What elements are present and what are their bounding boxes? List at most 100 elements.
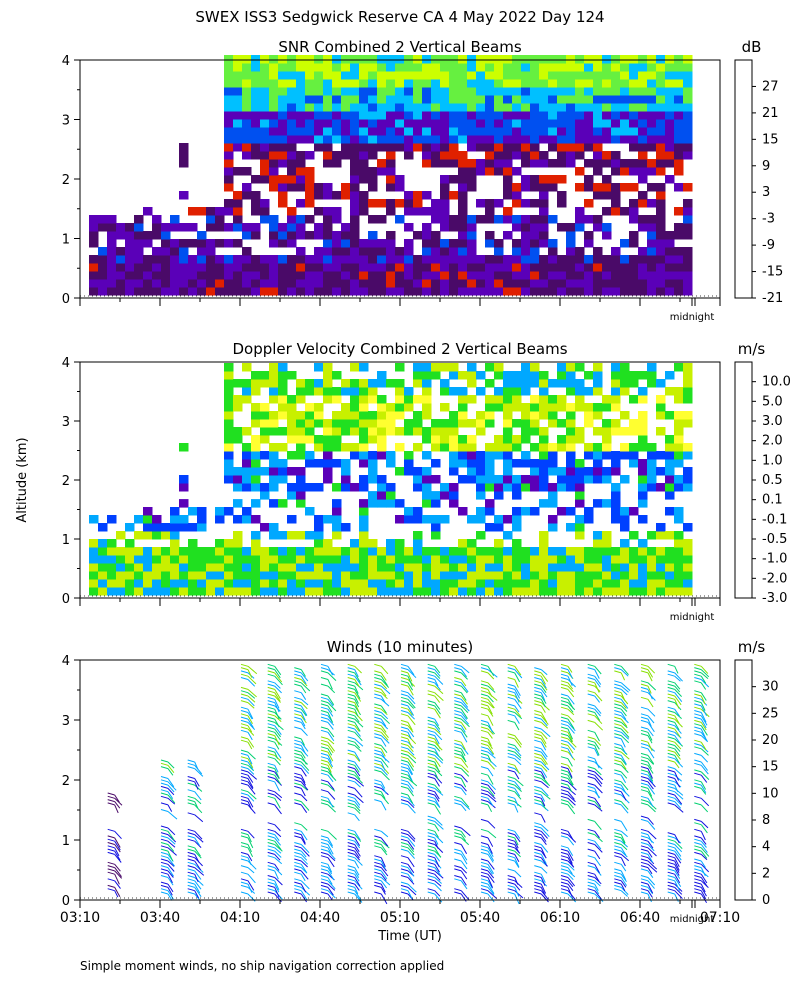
wind-barb (594, 665, 602, 675)
heatmap-cell (503, 547, 513, 556)
heatmap-cell (215, 579, 225, 588)
heatmap-cell (530, 371, 540, 380)
wind-barb (380, 840, 390, 849)
heatmap-cell (440, 515, 450, 524)
wind-barb-flag (667, 736, 675, 740)
wind-barb (620, 887, 629, 895)
wind-barb-flag (587, 743, 595, 746)
heatmap-cell (323, 95, 333, 104)
wind-barb-flag (427, 736, 435, 740)
wind-barb-flag (560, 845, 569, 849)
wind-barb (700, 718, 707, 729)
wind-barb (354, 692, 362, 702)
heatmap-cell (566, 563, 576, 572)
wind-barb-flag (480, 739, 489, 743)
wind-barb (247, 798, 254, 808)
wind-barb-flag (560, 716, 569, 720)
heatmap-cell (566, 71, 576, 80)
wind-barb (674, 854, 682, 864)
wind-barb (380, 857, 386, 868)
wind-barb (407, 768, 413, 776)
heatmap-cell (683, 223, 693, 232)
wind-barb-flag (427, 683, 435, 687)
heatmap-cell (404, 239, 414, 248)
wind-barb-flag (374, 703, 382, 707)
heatmap-cell (305, 191, 315, 200)
heatmap-cell (368, 255, 378, 264)
wind-barb (620, 864, 627, 872)
wind-barb (594, 864, 600, 874)
wind-barb-flag (374, 733, 382, 737)
heatmap-cell (575, 55, 585, 64)
heatmap-cell (566, 427, 576, 436)
wind-barb (434, 669, 441, 677)
wind-barb-flag (534, 871, 542, 875)
wind-barb-flag (400, 690, 409, 694)
wind-barb-flag (694, 835, 702, 839)
heatmap-cell (647, 287, 657, 296)
heatmap-cell (296, 151, 306, 160)
heatmap-cell (287, 395, 297, 404)
heatmap-cell (593, 555, 603, 564)
heatmap-cell (512, 239, 522, 248)
heatmap-cell (440, 263, 450, 272)
wind-barb (434, 817, 443, 826)
wind-barb-flag (187, 891, 195, 895)
heatmap-cell (593, 143, 603, 152)
heatmap-cell (323, 223, 333, 232)
wind-barb (327, 745, 334, 754)
wind-barb-flag (454, 888, 462, 892)
wind-barb-flag (294, 772, 302, 776)
wind-barb (540, 801, 547, 810)
wind-barb-flag (267, 842, 275, 845)
heatmap-cell (107, 239, 117, 248)
heatmap-cell (215, 263, 225, 272)
wind-barb-flag (454, 772, 462, 776)
wind-barb (274, 718, 280, 728)
wind-barb-flag (534, 884, 542, 888)
heatmap-cell (422, 483, 432, 492)
wind-barb-flag (454, 835, 462, 839)
heatmap-cell (521, 371, 531, 380)
heatmap-cell (422, 403, 432, 412)
wind-barb-flag (320, 752, 329, 756)
wind-barb-flag (160, 789, 169, 793)
wind-barb-flag (427, 716, 435, 720)
heatmap-cell (647, 135, 657, 144)
wind-barb (674, 682, 681, 690)
wind-barb (700, 745, 709, 753)
heatmap-cell (458, 239, 468, 248)
wind-barb (354, 781, 361, 788)
wind-barb (620, 821, 628, 832)
wind-barb (567, 873, 574, 881)
x-axis-label: Time (UT) (377, 929, 442, 944)
wind-barb-flag (694, 693, 702, 697)
wind-barb (567, 745, 574, 754)
wind-barb-flag (587, 842, 595, 845)
heatmap-cell (620, 95, 630, 104)
wind-barb-flag (587, 838, 595, 842)
wind-barb-flag (614, 832, 622, 836)
wind-barb (274, 682, 281, 689)
heatmap-cell (413, 563, 423, 572)
wind-barb (567, 738, 577, 748)
wind-barb-flag (640, 842, 649, 845)
heatmap-cell (575, 87, 585, 96)
wind-barb (247, 715, 253, 724)
wind-barb (327, 679, 333, 690)
wind-barb-flag (320, 884, 329, 888)
wind-barb-flag (187, 838, 195, 842)
heatmap-cell (314, 555, 324, 564)
wind-barb-flag (507, 762, 515, 766)
wind-barb (700, 873, 708, 884)
heatmap-cell (449, 247, 459, 256)
wind-barb-flag (240, 865, 249, 869)
wind-barb (247, 741, 253, 750)
wind-barb-flag (347, 855, 355, 859)
wind-barb (514, 712, 523, 720)
heatmap-cell (125, 287, 135, 296)
wind-barb (567, 797, 576, 806)
wind-barb (460, 715, 469, 725)
heatmap-cell (476, 427, 486, 436)
panel-title: Doppler Velocity Combined 2 Vertical Bea… (232, 340, 567, 358)
